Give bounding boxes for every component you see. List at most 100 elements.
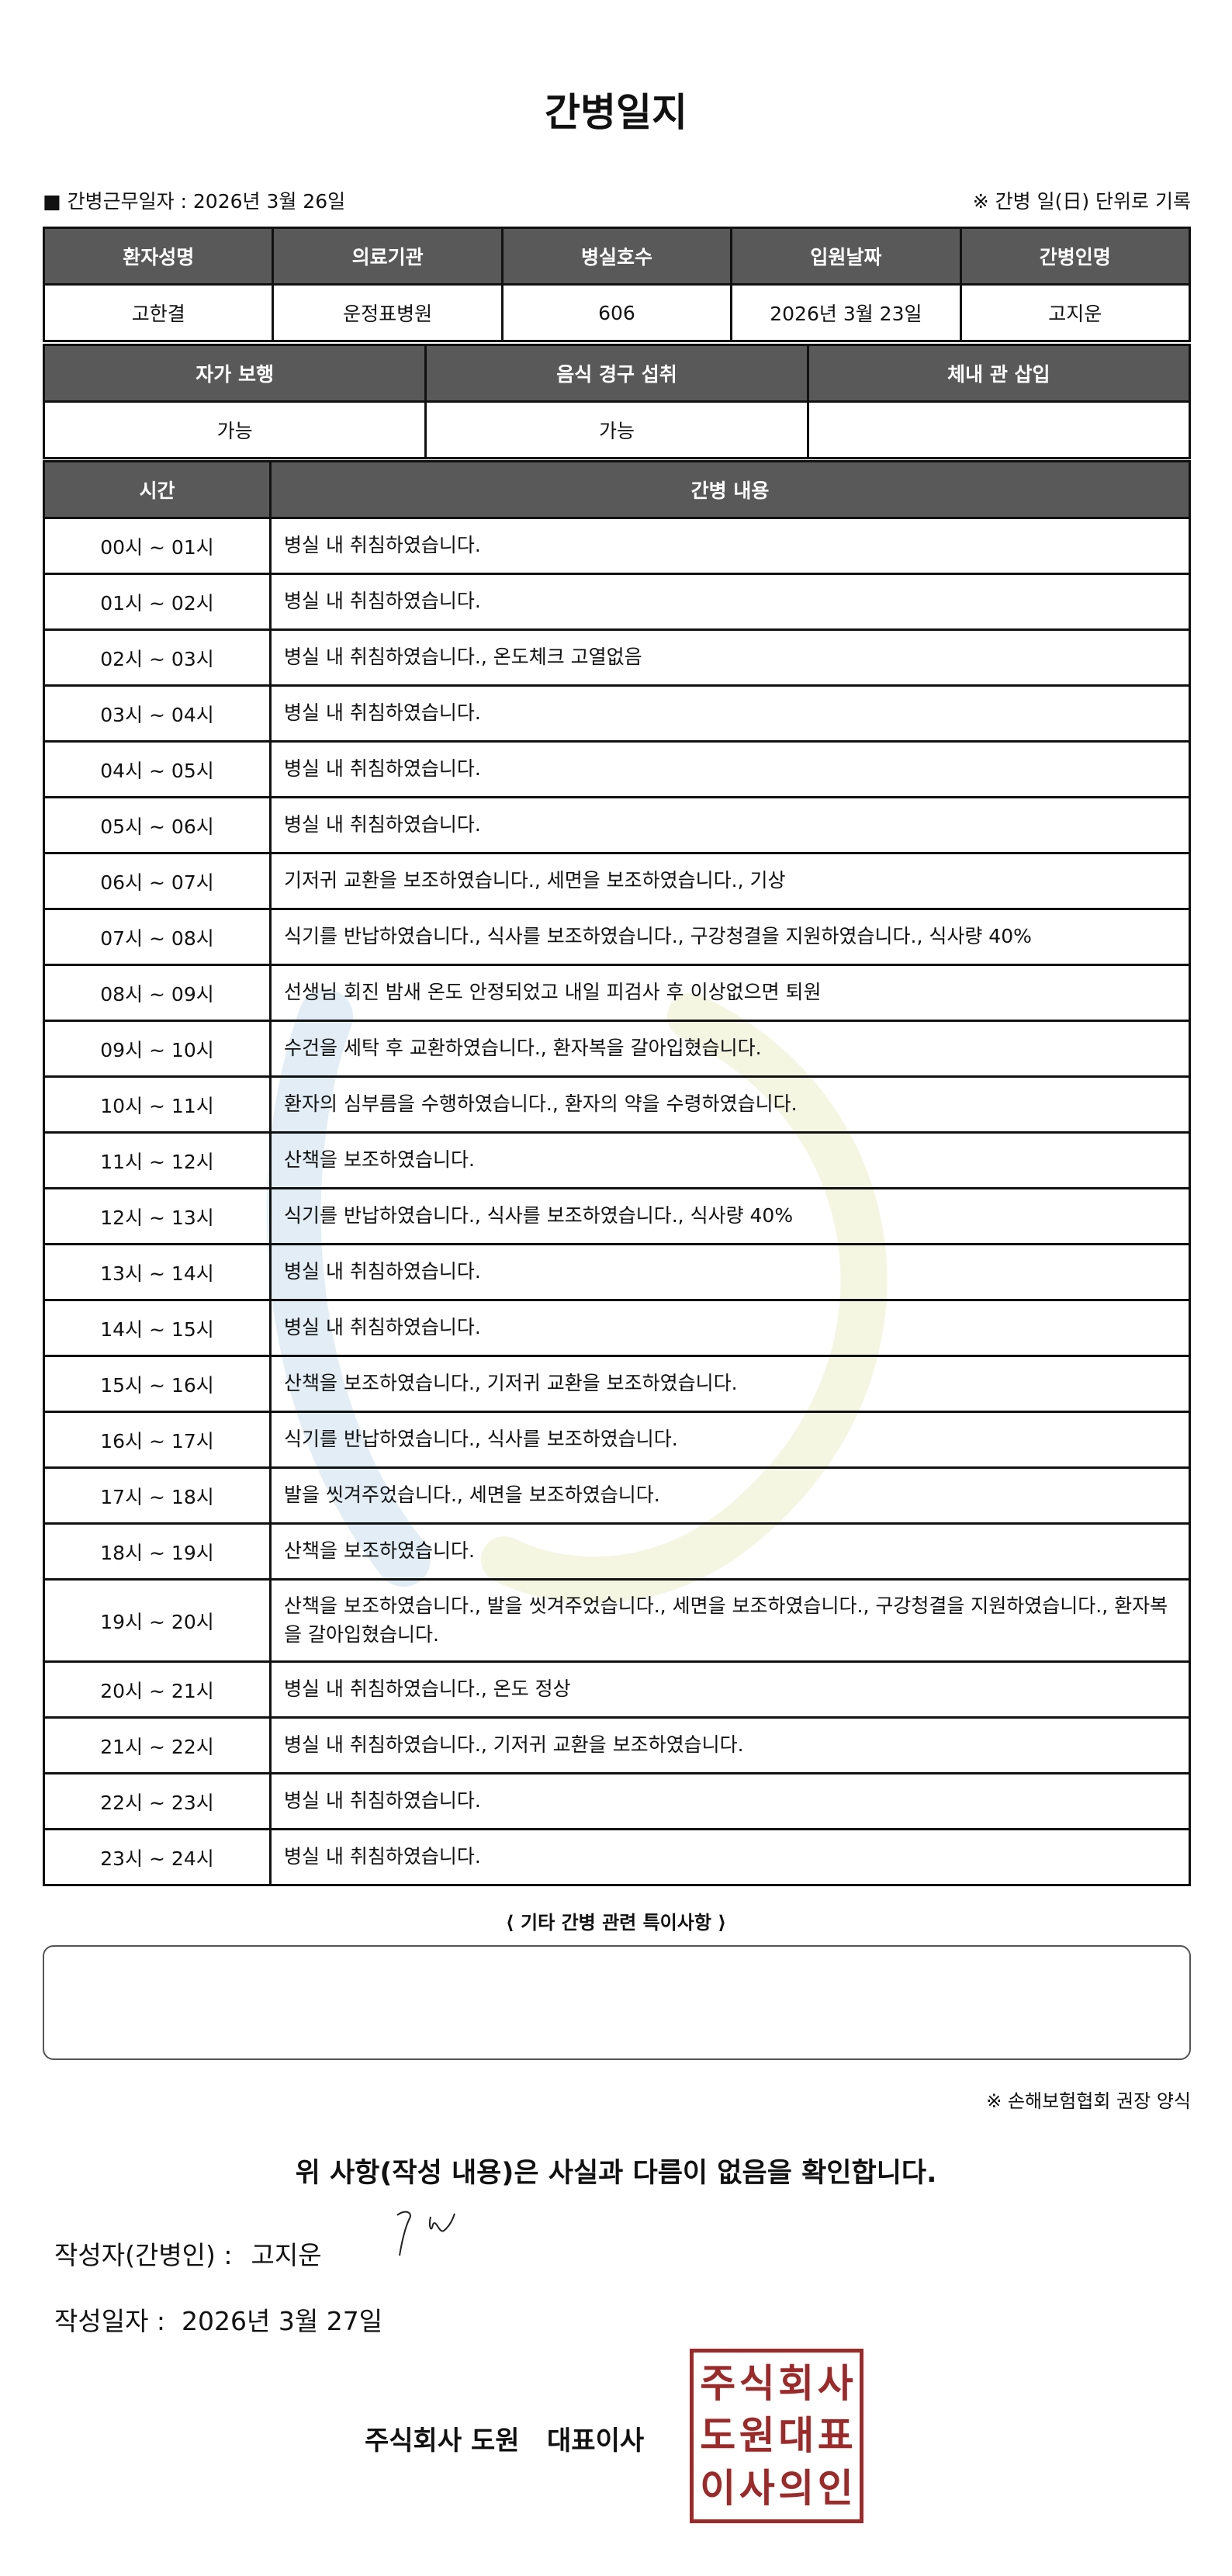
time-cell: 11시 ~ 12시 — [43, 1131, 272, 1189]
seal-character: 식 — [739, 2360, 775, 2406]
header-walking: 자가 보행 — [42, 344, 427, 403]
time-cell: 09시 ~ 10시 — [43, 1020, 272, 1078]
table-row: 13시 ~ 14시 병실 내 취침하였습니다. — [43, 1243, 1191, 1301]
seal-character: 의 — [778, 2466, 815, 2512]
author-label: 작성자(간병인) : — [54, 2240, 233, 2270]
written-date-value: 2026년 3월 27일 — [182, 2306, 383, 2336]
time-cell: 01시 ~ 02시 — [43, 573, 272, 631]
notes-label: ⟨ 기타 간병 관련 특이사항 ⟩ — [505, 1912, 727, 1934]
content-cell: 식기를 반납하였습니다., 식사를 보조하였습니다., 식사량 40% — [269, 1187, 1191, 1245]
time-cell: 21시 ~ 22시 — [43, 1716, 272, 1774]
time-cell: 22시 ~ 23시 — [43, 1772, 272, 1830]
time-cell: 02시 ~ 03시 — [43, 628, 272, 687]
content-cell: 병실 내 취침하였습니다., 온도체크 고열없음 — [269, 628, 1191, 687]
content-cell: 산책을 보조하였습니다., 발을 씻겨주었습니다., 세면을 보조하였습니다.,… — [269, 1578, 1191, 1663]
time-cell: 05시 ~ 06시 — [43, 796, 272, 854]
content-cell: 산책을 보조하였습니다. — [269, 1131, 1191, 1189]
seal-character: 표 — [817, 2413, 853, 2459]
time-cell: 13시 ~ 14시 — [43, 1243, 272, 1301]
caregiver-name: 고지운 — [959, 283, 1192, 342]
content-cell: 식기를 반납하였습니다., 식사를 보조하였습니다., 구강청결을 지원하였습니… — [269, 908, 1191, 966]
header-admission-date: 입원날짜 — [730, 227, 962, 286]
oral-intake-value: 가능 — [424, 400, 809, 459]
association-note: ※ 손해보험협회 권장 양식 — [986, 2090, 1191, 2112]
table-row: 06시 ~ 07시 기저귀 교환을 보조하였습니다., 세면을 보조하였습니다.,… — [43, 852, 1191, 910]
content-cell: 선생님 회진 밤새 온도 안정되었고 내일 피검사 후 이상없으면 퇴원 — [269, 964, 1191, 1022]
author-line: 작성자(간병인) : 고지운 — [54, 2235, 341, 2272]
patient-status-table: 자가 보행 음식 경구 섭취 체내 관 삽입 가능 가능 — [42, 344, 1192, 459]
content-cell: 기저귀 교환을 보조하였습니다., 세면을 보조하였습니다., 기상 — [269, 852, 1191, 910]
table-row: 23시 ~ 24시 병실 내 취침하였습니다. — [43, 1828, 1191, 1886]
table-row: 16시 ~ 17시 식기를 반납하였습니다., 식사를 보조하였습니다. — [43, 1411, 1191, 1469]
author-name: 고지운 — [251, 2240, 322, 2270]
table-row: 08시 ~ 09시 선생님 회진 밤새 온도 안정되었고 내일 피검사 후 이상없… — [43, 964, 1191, 1022]
seal-character: 대 — [778, 2413, 815, 2459]
header-time: 시간 — [43, 460, 272, 519]
company-representative: 주식회사 도원 대표이사 — [365, 2425, 645, 2457]
content-cell: 병실 내 취침하였습니다. — [269, 740, 1191, 798]
table-row: 09시 ~ 10시 수건을 세탁 후 교환하였습니다., 환자복을 갈아입혔습니다… — [43, 1020, 1191, 1078]
seal-character: 이 — [700, 2466, 736, 2512]
confirmation-statement: 위 사항(작성 내용)은 사실과 다름이 없음을 확인합니다. — [295, 2158, 937, 2189]
unit-note: ※ 간병 일(日) 단위로 기록 — [972, 190, 1191, 213]
special-notes-box — [43, 1945, 1191, 2060]
time-cell: 07시 ~ 08시 — [43, 908, 272, 966]
content-cell: 병실 내 취침하였습니다., 기저귀 교환을 보조하였습니다. — [269, 1716, 1191, 1774]
seal-character: 인 — [817, 2466, 853, 2512]
content-cell: 병실 내 취침하였습니다. — [269, 1772, 1191, 1830]
time-cell: 23시 ~ 24시 — [43, 1828, 272, 1886]
table-row: 21시 ~ 22시 병실 내 취침하였습니다., 기저귀 교환을 보조하였습니다. — [43, 1716, 1191, 1774]
content-cell: 병실 내 취침하였습니다., 온도 정상 — [269, 1660, 1191, 1719]
time-cell: 03시 ~ 04시 — [43, 684, 272, 743]
time-cell: 04시 ~ 05시 — [43, 740, 272, 798]
time-cell: 00시 ~ 01시 — [43, 517, 272, 575]
patient-info-table: 환자성명 의료기관 병실호수 입원날짜 간병인명 고한결 운정표병원 606 2… — [42, 227, 1192, 342]
time-cell: 20시 ~ 21시 — [43, 1660, 272, 1719]
table-row: 15시 ~ 16시 산책을 보조하였습니다., 기저귀 교환을 보조하였습니다. — [43, 1355, 1191, 1413]
time-cell: 10시 ~ 11시 — [43, 1075, 272, 1134]
written-date-label: 작성일자 : — [54, 2306, 166, 2336]
admission-date: 2026년 3월 23일 — [730, 283, 962, 342]
content-cell: 병실 내 취침하였습니다. — [269, 796, 1191, 854]
seal-character: 사 — [739, 2466, 775, 2512]
content-cell: 산책을 보조하였습니다. — [269, 1522, 1191, 1581]
time-cell: 17시 ~ 18시 — [43, 1466, 272, 1525]
page-title: 간병일지 — [545, 90, 687, 135]
header-patient-name: 환자성명 — [42, 227, 275, 286]
table-row: 05시 ~ 06시 병실 내 취침하였습니다. — [43, 796, 1191, 854]
content-cell: 병실 내 취침하였습니다. — [269, 1243, 1191, 1301]
time-cell: 19시 ~ 20시 — [43, 1578, 272, 1663]
content-cell: 산책을 보조하였습니다., 기저귀 교환을 보조하였습니다. — [269, 1355, 1191, 1413]
time-cell: 08시 ~ 09시 — [43, 964, 272, 1022]
header-tube: 체내 관 삽입 — [806, 344, 1192, 403]
content-cell: 병실 내 취침하였습니다. — [269, 517, 1191, 575]
header-oral-intake: 음식 경구 섭취 — [424, 344, 809, 403]
content-cell: 병실 내 취침하였습니다. — [269, 573, 1191, 631]
header-caregiver: 간병인명 — [959, 227, 1192, 286]
table-row: 02시 ~ 03시 병실 내 취침하였습니다., 온도체크 고열없음 — [43, 628, 1191, 687]
table-row: 17시 ~ 18시 발을 씻겨주었습니다., 세면을 보조하였습니다. — [43, 1466, 1191, 1525]
time-cell: 18시 ~ 19시 — [43, 1522, 272, 1581]
table-row: 11시 ~ 12시 산책을 보조하였습니다. — [43, 1131, 1191, 1189]
table-row: 19시 ~ 20시 산책을 보조하였습니다., 발을 씻겨주었습니다., 세면을 … — [43, 1578, 1191, 1663]
header-institution: 의료기관 — [272, 227, 504, 286]
seal-character: 주 — [700, 2360, 736, 2406]
patient-name: 고한결 — [42, 283, 275, 342]
content-cell: 병실 내 취침하였습니다. — [269, 1828, 1191, 1886]
content-cell: 발을 씻겨주었습니다., 세면을 보조하였습니다. — [269, 1466, 1191, 1525]
header-content: 간병 내용 — [269, 460, 1191, 519]
time-cell: 16시 ~ 17시 — [43, 1411, 272, 1469]
table-row: 07시 ~ 08시 식기를 반납하였습니다., 식사를 보조하였습니다., 구강청… — [43, 908, 1191, 966]
table-row: 03시 ~ 04시 병실 내 취침하였습니다. — [43, 684, 1191, 743]
content-cell: 병실 내 취침하였습니다. — [269, 684, 1191, 743]
written-date-line: 작성일자 : 2026년 3월 27일 — [54, 2301, 382, 2338]
header-room: 병실호수 — [500, 227, 733, 286]
walking-value: 가능 — [42, 400, 427, 459]
seal-character: 원 — [739, 2413, 775, 2459]
room-number: 606 — [500, 283, 733, 342]
table-row: 10시 ~ 11시 환자의 심부름을 수행하였습니다., 환자의 약을 수령하였습… — [43, 1075, 1191, 1134]
table-row: 12시 ~ 13시 식기를 반납하였습니다., 식사를 보조하였습니다., 식사량… — [43, 1187, 1191, 1245]
content-cell: 병실 내 취침하였습니다. — [269, 1299, 1191, 1357]
table-row: 14시 ~ 15시 병실 내 취침하였습니다. — [43, 1299, 1191, 1357]
table-row: 01시 ~ 02시 병실 내 취침하였습니다. — [43, 573, 1191, 631]
